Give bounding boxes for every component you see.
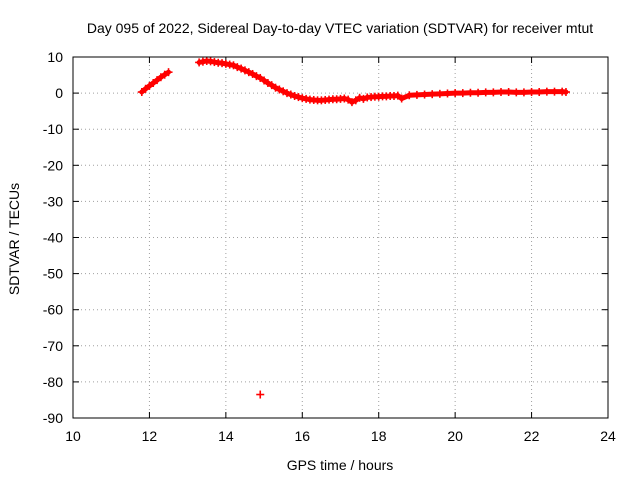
x-tick-label: 16 (294, 428, 310, 444)
y-tick-label: 0 (55, 85, 63, 101)
y-tick-label: -40 (43, 230, 63, 246)
x-tick-label: 18 (371, 428, 387, 444)
x-tick-label: 12 (142, 428, 158, 444)
y-axis-label: SDTVAR / TECUs (6, 183, 22, 295)
y-tick-label: -50 (43, 266, 63, 282)
y-tick-label: -60 (43, 302, 63, 318)
x-tick-label: 10 (65, 428, 81, 444)
y-tick-label: -30 (43, 193, 63, 209)
y-tick-label: -70 (43, 338, 63, 354)
x-tick-label: 22 (524, 428, 540, 444)
y-tick-label: -20 (43, 157, 63, 173)
y-tick-label: -90 (43, 410, 63, 426)
x-tick-label: 14 (218, 428, 234, 444)
x-tick-label: 24 (600, 428, 616, 444)
y-tick-label: 10 (47, 49, 63, 65)
x-axis-label: GPS time / hours (287, 457, 394, 473)
y-tick-label: -10 (43, 121, 63, 137)
chart-title: Day 095 of 2022, Sidereal Day-to-day VTE… (87, 20, 593, 36)
x-tick-label: 20 (447, 428, 463, 444)
data-trace-segment (165, 72, 169, 75)
y-tick-label: -80 (43, 374, 63, 390)
